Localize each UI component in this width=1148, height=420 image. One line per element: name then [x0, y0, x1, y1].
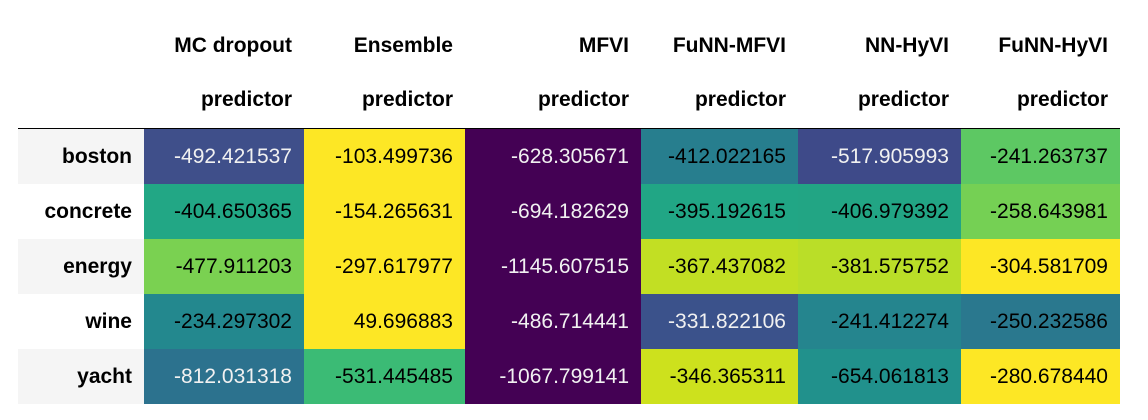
row-label-concrete: concrete	[18, 184, 144, 239]
column-subheader: predictor	[798, 72, 961, 129]
row-label-yacht: yacht	[18, 349, 144, 404]
column-header-funn-mfvi: FuNN-MFVI	[672, 34, 786, 57]
value-cell: -241.412274	[798, 294, 961, 349]
row-label-energy: energy	[18, 239, 144, 294]
value-cell: -404.650365	[144, 184, 304, 239]
value-cell: -250.232586	[961, 294, 1120, 349]
results-table: MC dropout Ensemble MFVI FuNN-MFVI NN-Hy…	[18, 18, 1120, 404]
column-subheader: predictor	[961, 72, 1120, 129]
table-row: energy -477.911203 -297.617977 -1145.607…	[18, 239, 1120, 294]
table-row: yacht -812.031318 -531.445485 -1067.7991…	[18, 349, 1120, 404]
table-header: MC dropout Ensemble MFVI FuNN-MFVI NN-Hy…	[18, 18, 1120, 129]
value-cell: -367.437082	[641, 239, 798, 294]
value-cell: -154.265631	[304, 184, 465, 239]
value-cell: 49.696883	[304, 294, 465, 349]
column-subheader: predictor	[144, 72, 304, 129]
value-cell: -477.911203	[144, 239, 304, 294]
value-cell: -395.192615	[641, 184, 798, 239]
value-cell: -628.305671	[465, 128, 641, 184]
table-row: wine -234.297302 49.696883 -486.714441 -…	[18, 294, 1120, 349]
value-cell: -531.445485	[304, 349, 465, 404]
value-cell: -1067.799141	[465, 349, 641, 404]
column-header-ensemble: Ensemble	[353, 34, 453, 57]
index-corner	[18, 18, 144, 72]
value-cell: -304.581709	[961, 239, 1120, 294]
column-subheader: predictor	[641, 72, 798, 129]
value-cell: -331.822106	[641, 294, 798, 349]
value-cell: -517.905993	[798, 128, 961, 184]
value-cell: -297.617977	[304, 239, 465, 294]
value-cell: -694.182629	[465, 184, 641, 239]
value-cell: -280.678440	[961, 349, 1120, 404]
column-header-mfvi: MFVI	[578, 34, 629, 57]
value-cell: -241.263737	[961, 128, 1120, 184]
value-cell: -258.643981	[961, 184, 1120, 239]
table-body: boston -492.421537 -103.499736 -628.3056…	[18, 128, 1120, 404]
value-cell: -412.022165	[641, 128, 798, 184]
value-cell: -346.365311	[641, 349, 798, 404]
value-cell: -486.714441	[465, 294, 641, 349]
value-cell: -406.979392	[798, 184, 961, 239]
column-header-nn-hyvi: NN-HyVI	[864, 34, 949, 57]
table-row: concrete -404.650365 -154.265631 -694.18…	[18, 184, 1120, 239]
value-cell: -1145.607515	[465, 239, 641, 294]
table-row: boston -492.421537 -103.499736 -628.3056…	[18, 128, 1120, 184]
value-cell: -654.061813	[798, 349, 961, 404]
row-label-wine: wine	[18, 294, 144, 349]
value-cell: -492.421537	[144, 128, 304, 184]
column-header-funn-hyvi: FuNN-HyVI	[998, 34, 1108, 57]
index-corner-spacer	[18, 72, 144, 129]
value-cell: -103.499736	[304, 128, 465, 184]
value-cell: -381.575752	[798, 239, 961, 294]
column-subheader: predictor	[465, 72, 641, 129]
value-cell: -812.031318	[144, 349, 304, 404]
column-header-mc-dropout: MC dropout	[174, 34, 292, 57]
value-cell: -234.297302	[144, 294, 304, 349]
column-subheader: predictor	[304, 72, 465, 129]
row-label-boston: boston	[18, 128, 144, 184]
